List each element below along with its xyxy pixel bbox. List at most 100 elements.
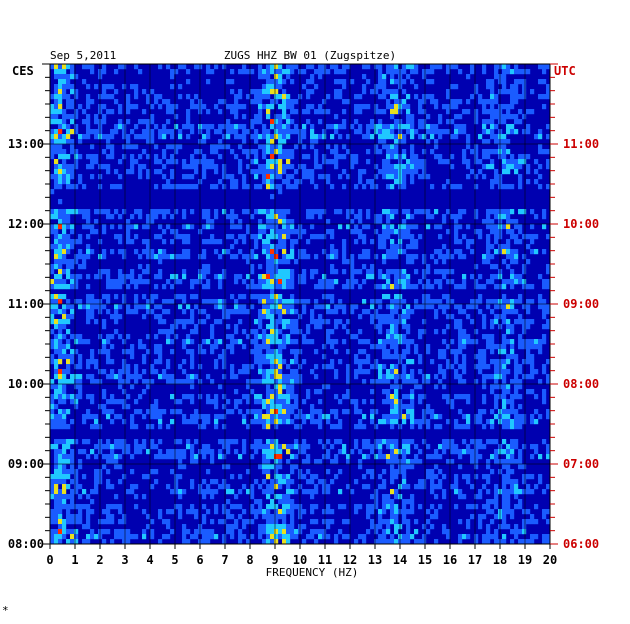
heatmap-cell xyxy=(50,319,55,325)
heatmap-cell xyxy=(486,499,491,505)
heatmap-cell xyxy=(394,529,399,535)
heatmap-cell xyxy=(502,339,507,345)
heatmap-cell xyxy=(530,109,535,115)
heatmap-cell xyxy=(206,239,211,245)
heatmap-cell xyxy=(402,179,407,185)
heatmap-cell xyxy=(170,454,175,460)
heatmap-cell xyxy=(274,519,279,525)
heatmap-cell xyxy=(462,344,467,350)
heatmap-cell xyxy=(226,449,231,455)
heatmap-cell xyxy=(226,144,231,150)
heatmap-cell xyxy=(378,484,383,490)
heatmap-cell xyxy=(202,269,207,275)
heatmap-cell xyxy=(122,129,127,135)
heatmap-cell xyxy=(386,124,391,130)
heatmap-cell xyxy=(454,104,459,110)
heatmap-cell xyxy=(310,534,315,540)
heatmap-cell xyxy=(274,539,279,545)
heatmap-cell xyxy=(290,254,295,260)
heatmap-cell xyxy=(522,254,527,260)
heatmap-cell xyxy=(546,484,551,490)
heatmap-cell xyxy=(146,139,151,145)
heatmap-cell xyxy=(242,294,247,300)
heatmap-cell xyxy=(418,424,423,430)
heatmap-cell xyxy=(270,479,275,485)
heatmap-cell xyxy=(342,394,347,400)
heatmap-cell xyxy=(186,319,191,325)
heatmap-cell xyxy=(510,354,515,360)
heatmap-cell xyxy=(486,139,491,145)
heatmap-cell xyxy=(458,209,463,215)
heatmap-cell xyxy=(254,119,259,125)
heatmap-cell xyxy=(278,364,283,370)
heatmap-cell xyxy=(62,174,67,180)
heatmap-cell xyxy=(494,124,499,130)
heatmap-cell xyxy=(538,184,543,190)
heatmap-cell xyxy=(382,419,387,425)
heatmap-cell xyxy=(330,264,335,270)
heatmap-cell xyxy=(426,404,431,410)
heatmap-cell xyxy=(110,374,115,380)
heatmap-cell xyxy=(366,454,371,460)
heatmap-cell xyxy=(122,449,127,455)
heatmap-cell xyxy=(502,344,507,350)
heatmap-cell xyxy=(86,374,91,380)
heatmap-cell xyxy=(114,459,119,465)
heatmap-cell xyxy=(442,304,447,310)
heatmap-cell xyxy=(262,379,267,385)
heatmap-cell xyxy=(330,444,335,450)
heatmap-cell xyxy=(542,149,547,155)
heatmap-cell xyxy=(58,239,63,245)
heatmap-cell xyxy=(502,369,507,375)
heatmap-cell xyxy=(206,219,211,225)
heatmap-cell xyxy=(58,384,63,390)
heatmap-cell xyxy=(506,419,511,425)
heatmap-cell xyxy=(102,519,107,525)
heatmap-cell xyxy=(486,534,491,540)
heatmap-cell xyxy=(206,129,211,135)
heatmap-cell xyxy=(506,329,511,335)
heatmap-cell xyxy=(230,179,235,185)
heatmap-cell xyxy=(50,419,55,425)
heatmap-cell xyxy=(290,374,295,380)
heatmap-cell xyxy=(70,174,75,180)
heatmap-cell xyxy=(90,314,95,320)
heatmap-cell xyxy=(394,399,399,405)
heatmap-cell xyxy=(174,504,179,510)
heatmap-cell xyxy=(450,349,455,355)
heatmap-cell xyxy=(502,524,507,530)
heatmap-cell xyxy=(314,284,319,290)
heatmap-cell xyxy=(190,104,195,110)
heatmap-cell xyxy=(142,239,147,245)
heatmap-cell xyxy=(282,504,287,510)
heatmap-cell xyxy=(258,419,263,425)
heatmap-cell xyxy=(506,479,511,485)
heatmap-cell xyxy=(266,159,271,165)
heatmap-cell xyxy=(430,304,435,310)
heatmap-cell xyxy=(530,364,535,370)
heatmap-cell xyxy=(470,94,475,100)
heatmap-cell xyxy=(106,134,111,140)
heatmap-cell xyxy=(90,99,95,105)
heatmap-cell xyxy=(502,474,507,480)
heatmap-cell xyxy=(54,374,59,380)
heatmap-cell xyxy=(506,299,511,305)
heatmap-cell xyxy=(374,324,379,330)
heatmap-cell xyxy=(378,449,383,455)
heatmap-cell xyxy=(206,534,211,540)
heatmap-cell xyxy=(246,254,251,260)
heatmap-cell xyxy=(486,109,491,115)
heatmap-cell xyxy=(262,284,267,290)
heatmap-cell xyxy=(314,459,319,465)
heatmap-cell xyxy=(406,439,411,445)
heatmap-cell xyxy=(274,144,279,150)
heatmap-cell xyxy=(118,444,123,450)
heatmap-cell xyxy=(370,89,375,95)
heatmap-cell xyxy=(274,174,279,180)
heatmap-cell xyxy=(270,244,275,250)
heatmap-cell xyxy=(230,129,235,135)
heatmap-cell xyxy=(518,229,523,235)
heatmap-cell xyxy=(110,419,115,425)
heatmap-cell xyxy=(170,449,175,455)
heatmap-cell xyxy=(130,214,135,220)
